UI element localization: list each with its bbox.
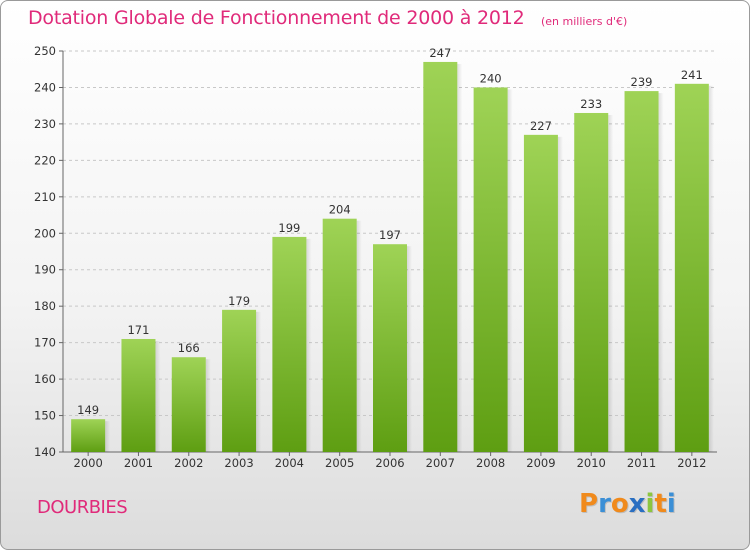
ytick-label-210: 210 (34, 190, 56, 204)
logo-letter: i (666, 489, 676, 519)
commune-name: DOURBIES (37, 497, 128, 518)
bar-2000 (71, 419, 106, 452)
xtick-label-2004: 2004 (275, 456, 304, 470)
data-label-2006: 197 (379, 228, 401, 242)
chart-title: Dotation Globale de Fonctionnement de 20… (28, 7, 525, 29)
ytick-label-190: 190 (34, 263, 56, 277)
proxiti-logo: Proxiti (579, 489, 676, 519)
bar-2003 (222, 309, 257, 452)
ytick-label-150: 150 (34, 409, 56, 423)
bar-2011 (624, 91, 659, 452)
xtick-label-2008: 2008 (476, 456, 505, 470)
bar-2010 (574, 112, 609, 453)
xtick-label-2009: 2009 (526, 456, 555, 470)
data-label-2009: 227 (530, 119, 552, 133)
data-label-2011: 239 (631, 75, 653, 89)
ytick-label-220: 220 (34, 153, 56, 167)
ytick-label-140: 140 (34, 445, 56, 459)
ytick-label-250: 250 (34, 44, 56, 58)
data-label-2010: 233 (580, 97, 602, 111)
logo-letter: i (645, 489, 655, 519)
logo-letter: t (654, 489, 667, 519)
ytick-label-240: 240 (34, 80, 56, 94)
data-label-2007: 247 (429, 46, 451, 60)
data-label-2000: 149 (77, 403, 99, 417)
bars (71, 61, 714, 453)
bar-2012 (674, 83, 709, 453)
chart-unit-subtitle: (en milliers d'€) (541, 15, 628, 28)
bar-2008 (473, 87, 508, 453)
bar-shadow-2007 (457, 63, 463, 452)
bar-shadow-2001 (155, 340, 161, 452)
bar-shadow-2010 (608, 114, 614, 453)
ytick-label-200: 200 (34, 226, 56, 240)
bar-2004 (272, 236, 307, 452)
xtick-label-2001: 2001 (124, 456, 153, 470)
data-label-2012: 241 (681, 68, 703, 82)
data-label-2008: 240 (480, 71, 502, 85)
xtick-label-2000: 2000 (74, 456, 103, 470)
data-labels: 149 171 166 179 199 204 197 247 240 227 233 239 241 (77, 46, 703, 417)
bar-shadow-2005 (356, 220, 362, 452)
xtick-label-2006: 2006 (375, 456, 404, 470)
bar-2005 (322, 218, 357, 452)
xtick-label-2010: 2010 (577, 456, 606, 470)
bar-2006 (373, 244, 407, 452)
xtick-label-2002: 2002 (174, 456, 203, 470)
ytick-label-180: 180 (34, 299, 56, 313)
logo-letter: o (610, 489, 629, 519)
bar-shadow-2008 (507, 89, 513, 453)
logo-letter: r (598, 489, 611, 519)
bar-shadow-2004 (306, 238, 312, 452)
bar-2002 (171, 357, 206, 452)
bar-shadow-2009 (557, 136, 563, 452)
logo-letter: P (579, 489, 599, 519)
xtick-label-2012: 2012 (677, 456, 706, 470)
data-label-2004: 199 (278, 221, 300, 235)
xtick-label-2011: 2011 (627, 456, 656, 470)
bar-shadow-2006 (407, 246, 412, 452)
data-label-2003: 179 (228, 294, 250, 308)
bar-shadow-2003 (256, 311, 262, 452)
bar-shadow-2002 (205, 359, 211, 452)
bar-2001 (121, 338, 156, 452)
bar-shadow-2011 (658, 93, 664, 452)
ytick-label-170: 170 (34, 336, 56, 350)
bar-2009 (523, 134, 558, 452)
data-label-2005: 204 (329, 203, 351, 217)
data-label-2001: 171 (127, 323, 149, 337)
data-label-2002: 166 (178, 341, 200, 355)
xtick-label-2003: 2003 (224, 456, 253, 470)
bar-shadow-2000 (105, 421, 111, 452)
bar-shadow-2012 (708, 85, 714, 453)
bar-2007 (423, 61, 458, 452)
xtick-label-2005: 2005 (325, 456, 354, 470)
xtick-label-2007: 2007 (426, 456, 455, 470)
logo-letter: x (628, 489, 646, 519)
axes: 140 150 160 170 180 190 200 210 220 230 240 250 2000… (34, 44, 717, 470)
ytick-label-160: 160 (34, 372, 56, 386)
ytick-label-230: 230 (34, 117, 56, 131)
